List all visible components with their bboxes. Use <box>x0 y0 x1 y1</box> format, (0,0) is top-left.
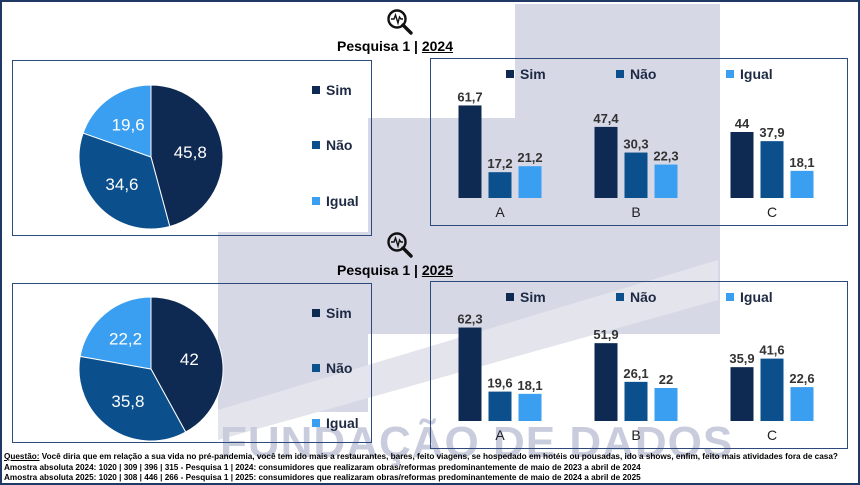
bar-sim-a <box>458 327 482 421</box>
bar-nao-a <box>488 391 512 421</box>
sample-note-2025: Amostra absoluta 2025: 1020 | 308 | 446 … <box>4 473 641 482</box>
bar-nao-c <box>760 358 784 421</box>
watermark-shape <box>368 118 516 334</box>
bar-legend-igual: Igual <box>726 289 773 305</box>
pie-data-label: 19,6 <box>112 116 145 135</box>
pie-data-label: 22,2 <box>109 330 142 349</box>
bar-nao-b <box>624 152 648 198</box>
bar-igual-b <box>654 388 678 421</box>
pie-panel-2025 <box>12 283 372 443</box>
bar-igual-a <box>518 166 542 198</box>
pie-panel-2024 <box>12 60 372 236</box>
bar-sim-b <box>594 126 618 198</box>
bar-data-label: 18,1 <box>789 155 814 170</box>
bar-data-label: 17,2 <box>487 156 512 171</box>
bar-data-label: 35,9 <box>729 351 754 366</box>
sample-note-2024: Amostra absoluta 2024: 1020 | 309 | 396 … <box>4 463 641 472</box>
bar-igual-c <box>790 387 814 421</box>
pie-slice-nao <box>78 132 171 230</box>
x-tick-label: C <box>767 427 777 443</box>
legend-swatch-sim <box>506 293 514 301</box>
pie-legend-igual: Igual <box>312 193 359 209</box>
section-title-2025: Pesquisa 1 | 2025 <box>336 262 453 278</box>
question-note: Questão: Você diria que em relação a sua… <box>4 452 838 461</box>
analytics-search-icon <box>387 232 413 258</box>
pie-data-label: 35,8 <box>111 392 144 411</box>
bar-igual-a <box>518 393 542 421</box>
bar-data-label: 22 <box>659 372 673 387</box>
bar-data-label: 26,1 <box>623 366 648 381</box>
legend-swatch-sim <box>312 309 320 317</box>
pie-legend-nao: Não <box>312 137 352 153</box>
bar-data-label: 44 <box>735 116 750 131</box>
pie-chart-2025: 42 35,8 22,2 <box>78 296 224 442</box>
bar-legend-igual: Igual <box>726 66 773 82</box>
legend-swatch-nao <box>616 70 624 78</box>
pie-slice-sim <box>150 84 224 228</box>
bar-sim-a <box>458 105 482 198</box>
section-title-2024: Pesquisa 1 | 2024 <box>336 38 453 54</box>
bar-data-label: 61,7 <box>457 89 482 104</box>
bar-sim-b <box>594 343 618 421</box>
analytics-search-icon <box>387 9 413 35</box>
bar-igual-b <box>654 164 678 198</box>
bar-sim-c <box>730 132 754 198</box>
bar-nao-c <box>760 141 784 198</box>
bar-data-label: 51,9 <box>593 327 618 342</box>
bar-sim-c <box>730 367 754 421</box>
pie-slice-igual <box>82 84 152 158</box>
legend-swatch-igual <box>726 293 734 301</box>
bar-data-label: 18,1 <box>517 378 542 393</box>
x-tick-label: A <box>495 204 505 220</box>
bar-data-label: 22,3 <box>653 149 678 164</box>
bar-data-label: 19,6 <box>487 376 512 391</box>
pie-data-label: 45,8 <box>174 143 207 162</box>
pie-legend-igual: Igual <box>312 415 359 431</box>
bar-data-label: 41,6 <box>759 343 784 358</box>
pie-slice-igual <box>79 296 152 370</box>
pie-data-label: 34,6 <box>105 175 138 194</box>
bar-data-label: 47,4 <box>593 111 619 126</box>
bar-data-label: 21,2 <box>517 150 542 165</box>
bar-panel-2024 <box>430 58 848 226</box>
pie-legend-nao: Não <box>312 360 352 376</box>
x-tick-label: B <box>631 204 640 220</box>
bar-panel-2025 <box>430 281 848 449</box>
bar-data-label: 22,6 <box>789 371 814 386</box>
legend-swatch-igual <box>312 197 320 205</box>
legend-swatch-nao <box>312 141 320 149</box>
bar-igual-c <box>790 170 814 198</box>
x-tick-label: B <box>631 427 640 443</box>
pie-data-label: 42 <box>180 350 199 369</box>
bar-legend-sim: Sim <box>506 66 546 82</box>
pie-chart-2024: 45,8 34,6 19,6 <box>78 84 224 230</box>
x-tick-label: A <box>495 427 505 443</box>
pie-legend-sim: Sim <box>312 82 352 98</box>
pie-legend-sim: Sim <box>312 305 352 321</box>
legend-swatch-igual <box>312 419 320 427</box>
bar-chart-2024: 61,7 17,2 21,2 A 47,4 30,3 22,3 B 44 37,9 18,1 C <box>457 89 814 220</box>
x-tick-label: C <box>767 204 777 220</box>
bar-nao-b <box>624 381 648 421</box>
legend-swatch-sim <box>506 70 514 78</box>
bar-chart-2025: 62,3 19,6 18,1 A 51,9 26,1 22 B 35,9 41,6 22,6 C <box>457 312 814 443</box>
pie-slice-nao <box>78 355 187 442</box>
legend-swatch-igual <box>726 70 734 78</box>
bar-legend-sim: Sim <box>506 289 546 305</box>
legend-swatch-nao <box>312 364 320 372</box>
bar-data-label: 37,9 <box>759 125 784 140</box>
bar-legend-nao: Não <box>616 289 656 305</box>
bar-nao-a <box>488 172 512 198</box>
pie-slice-sim <box>150 296 224 433</box>
bar-data-label: 30,3 <box>623 137 648 152</box>
bar-legend-nao: Não <box>616 66 656 82</box>
legend-swatch-nao <box>616 293 624 301</box>
legend-swatch-sim <box>312 86 320 94</box>
bar-data-label: 62,3 <box>457 312 482 327</box>
